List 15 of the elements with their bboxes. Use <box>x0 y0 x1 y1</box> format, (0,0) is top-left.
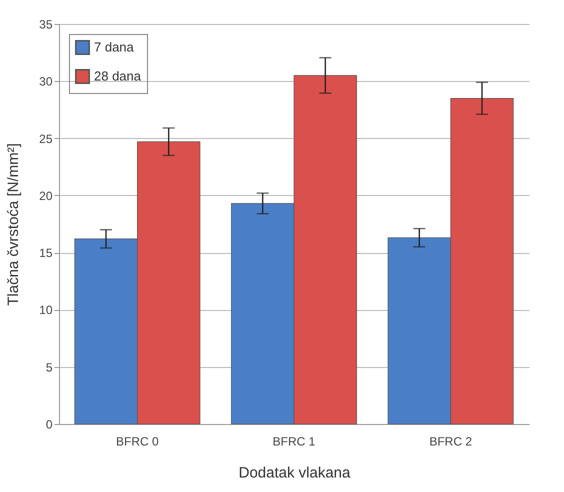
x-tick-label: BFRC 2 <box>429 434 472 448</box>
x-tick-label: BFRC 0 <box>116 434 159 448</box>
legend-label: 28 dana <box>94 68 142 84</box>
x-tick-label: BFRC 1 <box>272 434 316 448</box>
y-tick-label: 35 <box>39 18 53 32</box>
y-tick-label: 20 <box>39 188 53 203</box>
y-tick-label: 25 <box>39 132 53 146</box>
legend-label: 7 dana <box>94 40 135 54</box>
y-tick-label: 0 <box>46 418 53 432</box>
y-tick-label: 10 <box>39 303 53 318</box>
y-tick-label: 15 <box>39 246 53 260</box>
y-axis-title: Tlačna čvrstoća [N/mm²] <box>5 143 22 306</box>
y-tick-label: 30 <box>39 74 53 89</box>
x-axis-title: Dodatak vlakana <box>238 464 352 482</box>
y-tick-label: 5 <box>46 360 53 374</box>
